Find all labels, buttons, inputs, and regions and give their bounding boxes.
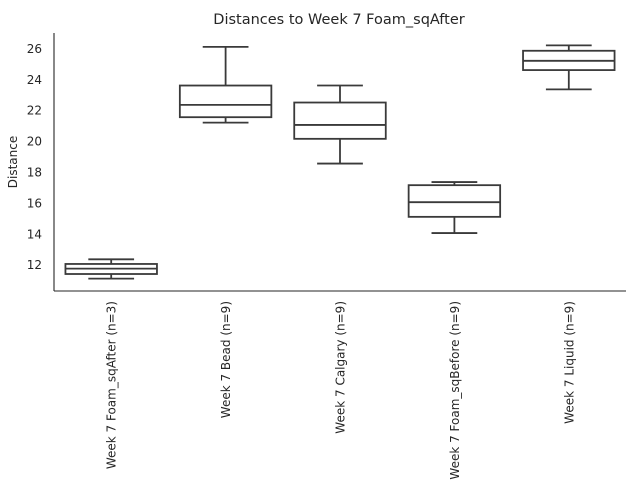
y-tick-label: 14 (27, 227, 42, 241)
y-tick-label: 18 (27, 166, 42, 180)
box-iqr (407, 184, 502, 218)
x-tick-label: Week 7 Foam_sqAfter (n=3) (105, 301, 119, 469)
x-tick-label: Week 7 Bead (n=9) (219, 301, 233, 418)
x-tick-label: Week 7 Calgary (n=9) (334, 301, 348, 434)
box-iqr (293, 101, 387, 140)
y-tick-label: 16 (27, 196, 42, 210)
box-iqr (178, 84, 273, 119)
chart-title: Distances to Week 7 Foam_sqAfter (213, 12, 464, 28)
y-axis-label: Distance (6, 136, 20, 188)
y-tick-label: 12 (27, 258, 42, 272)
y-tick-label: 24 (27, 73, 42, 87)
x-tick-label: Week 7 Liquid (n=9) (562, 301, 576, 424)
x-tick-label: Week 7 Foam_sqBefore (n=9) (448, 301, 462, 480)
y-tick-label: 26 (27, 42, 42, 56)
plot-area: 12 14 16 18 20 22 24 26 Week 7 Foam_sqAfter (n=3… (27, 33, 626, 480)
y-tick-label: 22 (27, 104, 42, 118)
y-tick-label: 20 (27, 135, 42, 149)
